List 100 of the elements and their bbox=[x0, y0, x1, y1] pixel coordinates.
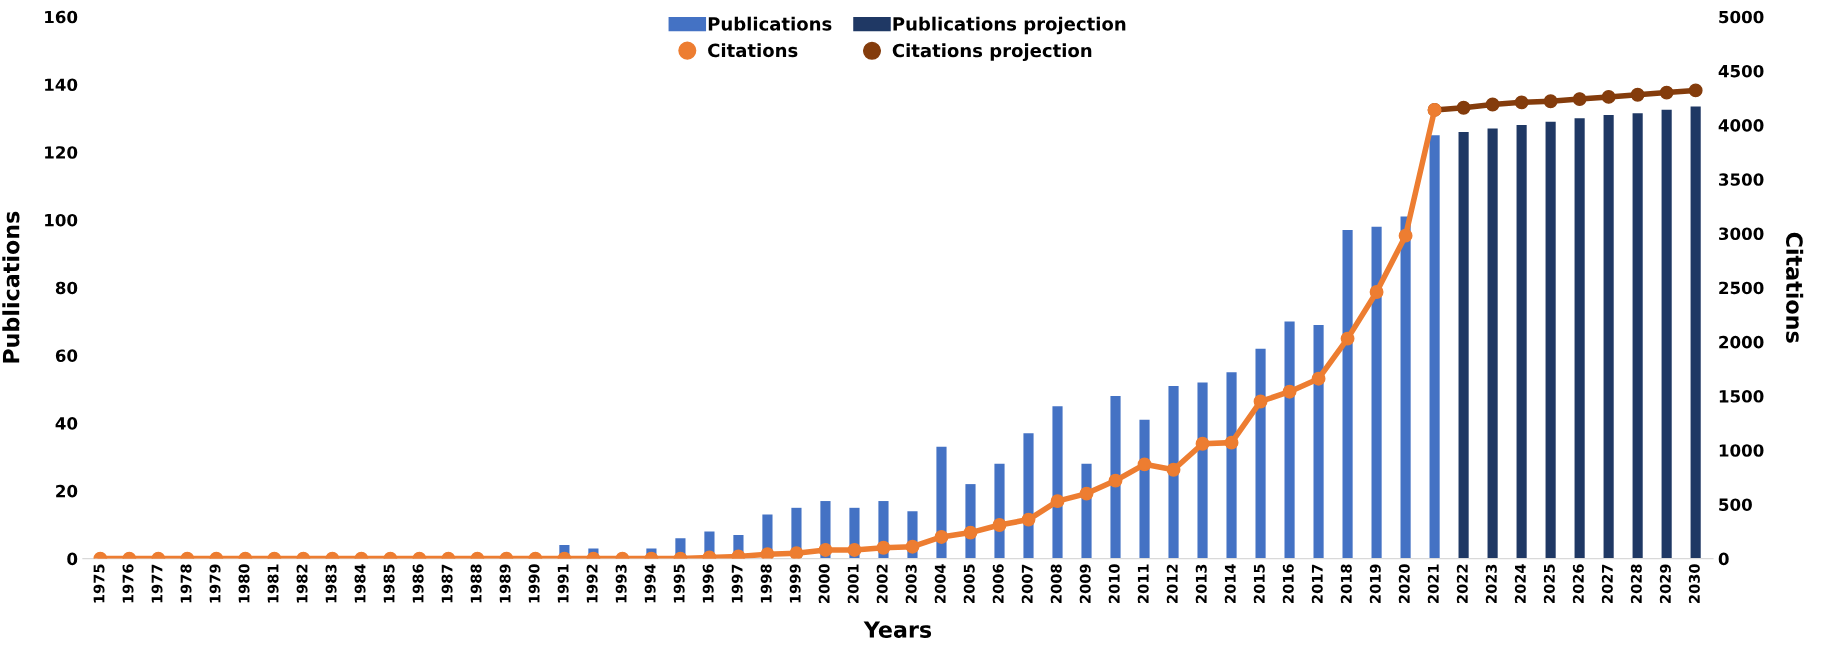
point bbox=[1369, 285, 1384, 299]
y2-tick-label: 5000 bbox=[1719, 10, 1764, 24]
x-tick-label: 1991 bbox=[557, 564, 569, 603]
bar bbox=[1632, 113, 1643, 559]
bar bbox=[1110, 396, 1121, 559]
y-tick-label: 120 bbox=[45, 146, 78, 159]
x-tick-label: 2013 bbox=[1195, 564, 1207, 603]
point bbox=[1514, 95, 1529, 110]
y2-tick-label: 500 bbox=[1719, 498, 1752, 511]
legend-label: Citations projection bbox=[892, 43, 1092, 61]
x-tick-label: 2001 bbox=[847, 564, 859, 603]
bar bbox=[1226, 372, 1237, 559]
bar bbox=[1458, 131, 1469, 559]
x-tick-label: 1977 bbox=[151, 564, 163, 603]
x-tick-label: 2003 bbox=[905, 564, 917, 603]
x-tick-label: 1993 bbox=[615, 564, 627, 603]
point bbox=[1601, 89, 1616, 104]
y-tick-label: 100 bbox=[45, 213, 78, 227]
bar bbox=[1545, 121, 1556, 559]
bar bbox=[1400, 216, 1411, 559]
y-tick-label: 0 bbox=[67, 552, 78, 566]
x-tick-label: 1982 bbox=[296, 564, 308, 603]
x-tick-label: 1987 bbox=[441, 564, 453, 603]
x-tick-label: 2010 bbox=[1108, 564, 1120, 603]
x-tick-label: 2027 bbox=[1601, 564, 1613, 603]
point bbox=[1572, 92, 1587, 107]
x-tick-label: 1992 bbox=[586, 564, 598, 603]
legend-label: Publications projection bbox=[893, 16, 1126, 35]
bar bbox=[1516, 125, 1527, 559]
x-tick-label: 1994 bbox=[644, 564, 656, 603]
bar bbox=[1284, 321, 1295, 559]
point bbox=[1456, 100, 1471, 115]
y-tick-label: 80 bbox=[55, 281, 78, 295]
x-tick-label: 2008 bbox=[1050, 564, 1062, 603]
x-tick-label: 1998 bbox=[760, 564, 772, 603]
legend-label: Publications bbox=[708, 16, 832, 31]
x-tick-label: 1989 bbox=[499, 564, 511, 603]
x-tick-label: 1980 bbox=[238, 564, 250, 603]
bar bbox=[1371, 226, 1382, 559]
bar bbox=[1313, 324, 1324, 559]
x-tick-label: 1997 bbox=[731, 564, 743, 603]
point bbox=[1543, 94, 1558, 109]
x-tick-label: 2015 bbox=[1253, 564, 1265, 603]
bar bbox=[1429, 135, 1440, 559]
y2-tick-label: 3500 bbox=[1719, 173, 1764, 186]
x-tick-label: 1996 bbox=[702, 564, 714, 603]
x-tick-label: 2017 bbox=[1311, 564, 1323, 603]
point bbox=[1340, 331, 1355, 346]
x-tick-label: 2006 bbox=[992, 564, 1004, 603]
x-tick-label: 2011 bbox=[1137, 564, 1149, 603]
bar bbox=[1255, 348, 1266, 559]
y2-tick-label: 2500 bbox=[1719, 281, 1764, 295]
x-tick-label: 2007 bbox=[1021, 564, 1033, 603]
x-tick-label: 2004 bbox=[934, 564, 946, 603]
y2-tick-label: 4000 bbox=[1718, 119, 1764, 132]
point bbox=[1688, 83, 1703, 98]
point bbox=[1485, 97, 1500, 112]
x-tick-label: 2005 bbox=[963, 564, 975, 603]
x-tick-label: 2026 bbox=[1572, 564, 1584, 603]
point bbox=[1630, 87, 1645, 102]
x-tick-label: 2016 bbox=[1282, 564, 1294, 603]
x-tick-label: 1981 bbox=[267, 564, 279, 603]
bar bbox=[1487, 128, 1498, 559]
bar bbox=[1603, 114, 1614, 559]
x-tick-label: 1979 bbox=[209, 564, 221, 603]
y2-tick-label: 1000 bbox=[1719, 444, 1764, 457]
x-tick-label: 2028 bbox=[1630, 564, 1642, 603]
x-tick-label: 1983 bbox=[325, 564, 337, 603]
bar bbox=[1197, 382, 1208, 559]
x-tick-label: 1976 bbox=[122, 564, 134, 603]
x-tick-label: 2019 bbox=[1369, 564, 1381, 603]
bar bbox=[1139, 419, 1150, 559]
x-tick-label: 2021 bbox=[1427, 564, 1439, 603]
x-tick-label: 1986 bbox=[412, 564, 424, 603]
y-tick-label: 40 bbox=[55, 417, 78, 430]
y-tick-label: 160 bbox=[45, 10, 78, 24]
x-tick-label: 2009 bbox=[1079, 564, 1091, 603]
y-tick-label: 20 bbox=[56, 484, 78, 498]
x-tick-label: 2000 bbox=[818, 564, 830, 603]
bar bbox=[1052, 406, 1063, 559]
x-tick-label: 2025 bbox=[1543, 564, 1555, 603]
y2-tick-label: 3000 bbox=[1719, 227, 1764, 241]
bar bbox=[1168, 385, 1179, 559]
bar bbox=[1661, 109, 1672, 559]
x-tick-label: 1975 bbox=[93, 564, 105, 603]
y-axis-title: Publications bbox=[2, 211, 20, 363]
y2-tick-label: 2000 bbox=[1719, 335, 1764, 349]
x-tick-label: 1978 bbox=[180, 564, 192, 603]
x-tick-label: 1984 bbox=[354, 564, 366, 603]
bar bbox=[1574, 118, 1585, 559]
x-tick-label: 2030 bbox=[1688, 564, 1700, 603]
y2-tick-label: 4500 bbox=[1718, 64, 1764, 78]
x-tick-label: 2020 bbox=[1398, 564, 1410, 603]
y-tick-label: 60 bbox=[55, 349, 78, 362]
x-tick-label: 2024 bbox=[1514, 564, 1526, 603]
x-tick-label: 2014 bbox=[1224, 564, 1236, 603]
y2-tick-label: 1500 bbox=[1719, 390, 1764, 403]
x-tick-label: 2018 bbox=[1340, 564, 1352, 603]
x-axis-title: Years bbox=[863, 621, 932, 638]
y2-tick-label: 0 bbox=[1718, 552, 1729, 566]
